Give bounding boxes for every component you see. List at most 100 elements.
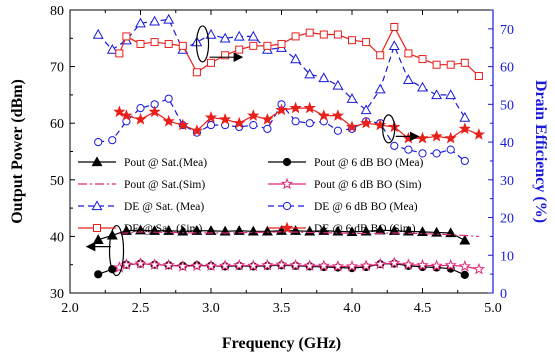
data-point — [359, 259, 373, 272]
data-point — [460, 270, 469, 279]
data-point — [136, 39, 145, 48]
series-6 — [115, 22, 483, 81]
data-point — [458, 122, 471, 135]
data-point — [106, 43, 118, 54]
data-point — [317, 259, 330, 272]
data-point — [136, 104, 145, 113]
data-point — [445, 89, 457, 100]
data-point — [162, 114, 175, 127]
data-point — [191, 225, 203, 235]
legend-marker — [280, 177, 294, 190]
data-point — [348, 36, 356, 45]
data-point — [460, 156, 469, 166]
legend-entry: DE @ 6 dB BO (Mea) — [268, 201, 418, 213]
data-point — [376, 51, 385, 60]
data-point — [94, 270, 103, 279]
data-point — [113, 105, 126, 118]
legend-label: Pout @ 6 dB BO (Sim) — [314, 179, 422, 191]
data-point — [460, 58, 469, 67]
legend-entry: DE @ Sat. (Sim) — [78, 223, 202, 235]
legend-marker — [280, 221, 294, 234]
data-point — [303, 259, 316, 272]
data-point — [291, 32, 300, 41]
data-point — [249, 41, 258, 50]
data-point — [319, 30, 328, 39]
data-point — [388, 256, 401, 269]
data-point — [134, 112, 147, 125]
y-left-tick-label: 40 — [50, 230, 64, 245]
y-right-tick-label: 10 — [500, 249, 514, 264]
legend-label: DE @ 6 dB BO (Mea) — [314, 201, 418, 213]
data-point — [374, 83, 386, 94]
legend-entry: DE @ Sat. (Mea) — [78, 200, 204, 213]
data-point — [305, 119, 314, 128]
data-point — [218, 259, 232, 272]
y-right-tick-label: 0 — [500, 287, 507, 302]
data-point — [148, 258, 161, 270]
data-point — [122, 32, 131, 41]
data-point — [305, 28, 314, 37]
legend-marker — [91, 200, 103, 211]
data-point — [360, 225, 372, 236]
x-tick-label: 2.0 — [61, 301, 79, 316]
de-sat-callout-ellipse — [195, 25, 210, 63]
data-point — [275, 258, 288, 270]
data-point — [263, 124, 272, 133]
legend-entry: Pout @ 6 dB BO (Mea) — [268, 157, 423, 169]
legend-marker — [282, 157, 292, 167]
data-point — [177, 225, 189, 236]
data-point — [446, 145, 455, 154]
y-right-tick-label: 30 — [500, 174, 514, 189]
data-point — [304, 68, 316, 79]
data-point — [402, 131, 415, 144]
data-point — [402, 74, 414, 84]
data-point — [431, 89, 443, 100]
data-point — [416, 131, 429, 144]
y-axis-right: 0 10 20 30 40 50 60 70 — [488, 9, 514, 302]
data-point — [106, 229, 118, 240]
legend-marker — [93, 224, 101, 232]
data-point — [331, 109, 345, 121]
data-point — [359, 116, 373, 129]
data-point — [164, 39, 173, 48]
data-point — [390, 141, 399, 150]
data-point — [472, 128, 486, 140]
data-point — [218, 112, 232, 125]
data-point — [277, 39, 286, 48]
data-point — [388, 225, 400, 235]
data-point — [205, 225, 217, 235]
data-point — [474, 72, 483, 81]
x-axis-title: Frequency (GHz) — [222, 335, 341, 352]
data-point — [148, 105, 161, 118]
data-point — [290, 53, 302, 64]
data-point — [459, 111, 471, 122]
data-point — [459, 234, 471, 245]
data-point — [275, 103, 288, 116]
x-axis: 2.0 2.5 3.0 3.5 4.0 4.5 5.0 — [61, 10, 502, 316]
data-point — [134, 257, 147, 269]
data-point — [233, 30, 245, 41]
data-point — [333, 126, 342, 135]
data-point — [247, 259, 260, 272]
data-point — [204, 259, 218, 272]
data-point — [416, 258, 429, 271]
data-point — [261, 258, 274, 271]
legend-label: DE @ 6 dB BO (Sim) — [314, 223, 416, 235]
y-right-tick-label: 50 — [500, 98, 514, 113]
data-point — [374, 118, 387, 131]
data-point — [333, 30, 342, 39]
data-point — [417, 81, 428, 92]
de-bo-callout-ellipse — [382, 114, 396, 144]
y-right-tick-label: 60 — [500, 61, 514, 76]
data-point — [345, 120, 359, 133]
y-right-tick-label: 40 — [500, 136, 514, 151]
x-tick-label: 3.0 — [202, 301, 220, 316]
data-point — [418, 149, 427, 158]
y-right-tick-label: 20 — [500, 212, 514, 227]
x-tick-label: 5.0 — [484, 301, 502, 316]
data-point — [402, 258, 415, 270]
data-point — [219, 32, 231, 43]
legend-entry: DE @ 6 dB BO (Sim) — [268, 221, 416, 235]
data-point — [108, 136, 117, 145]
